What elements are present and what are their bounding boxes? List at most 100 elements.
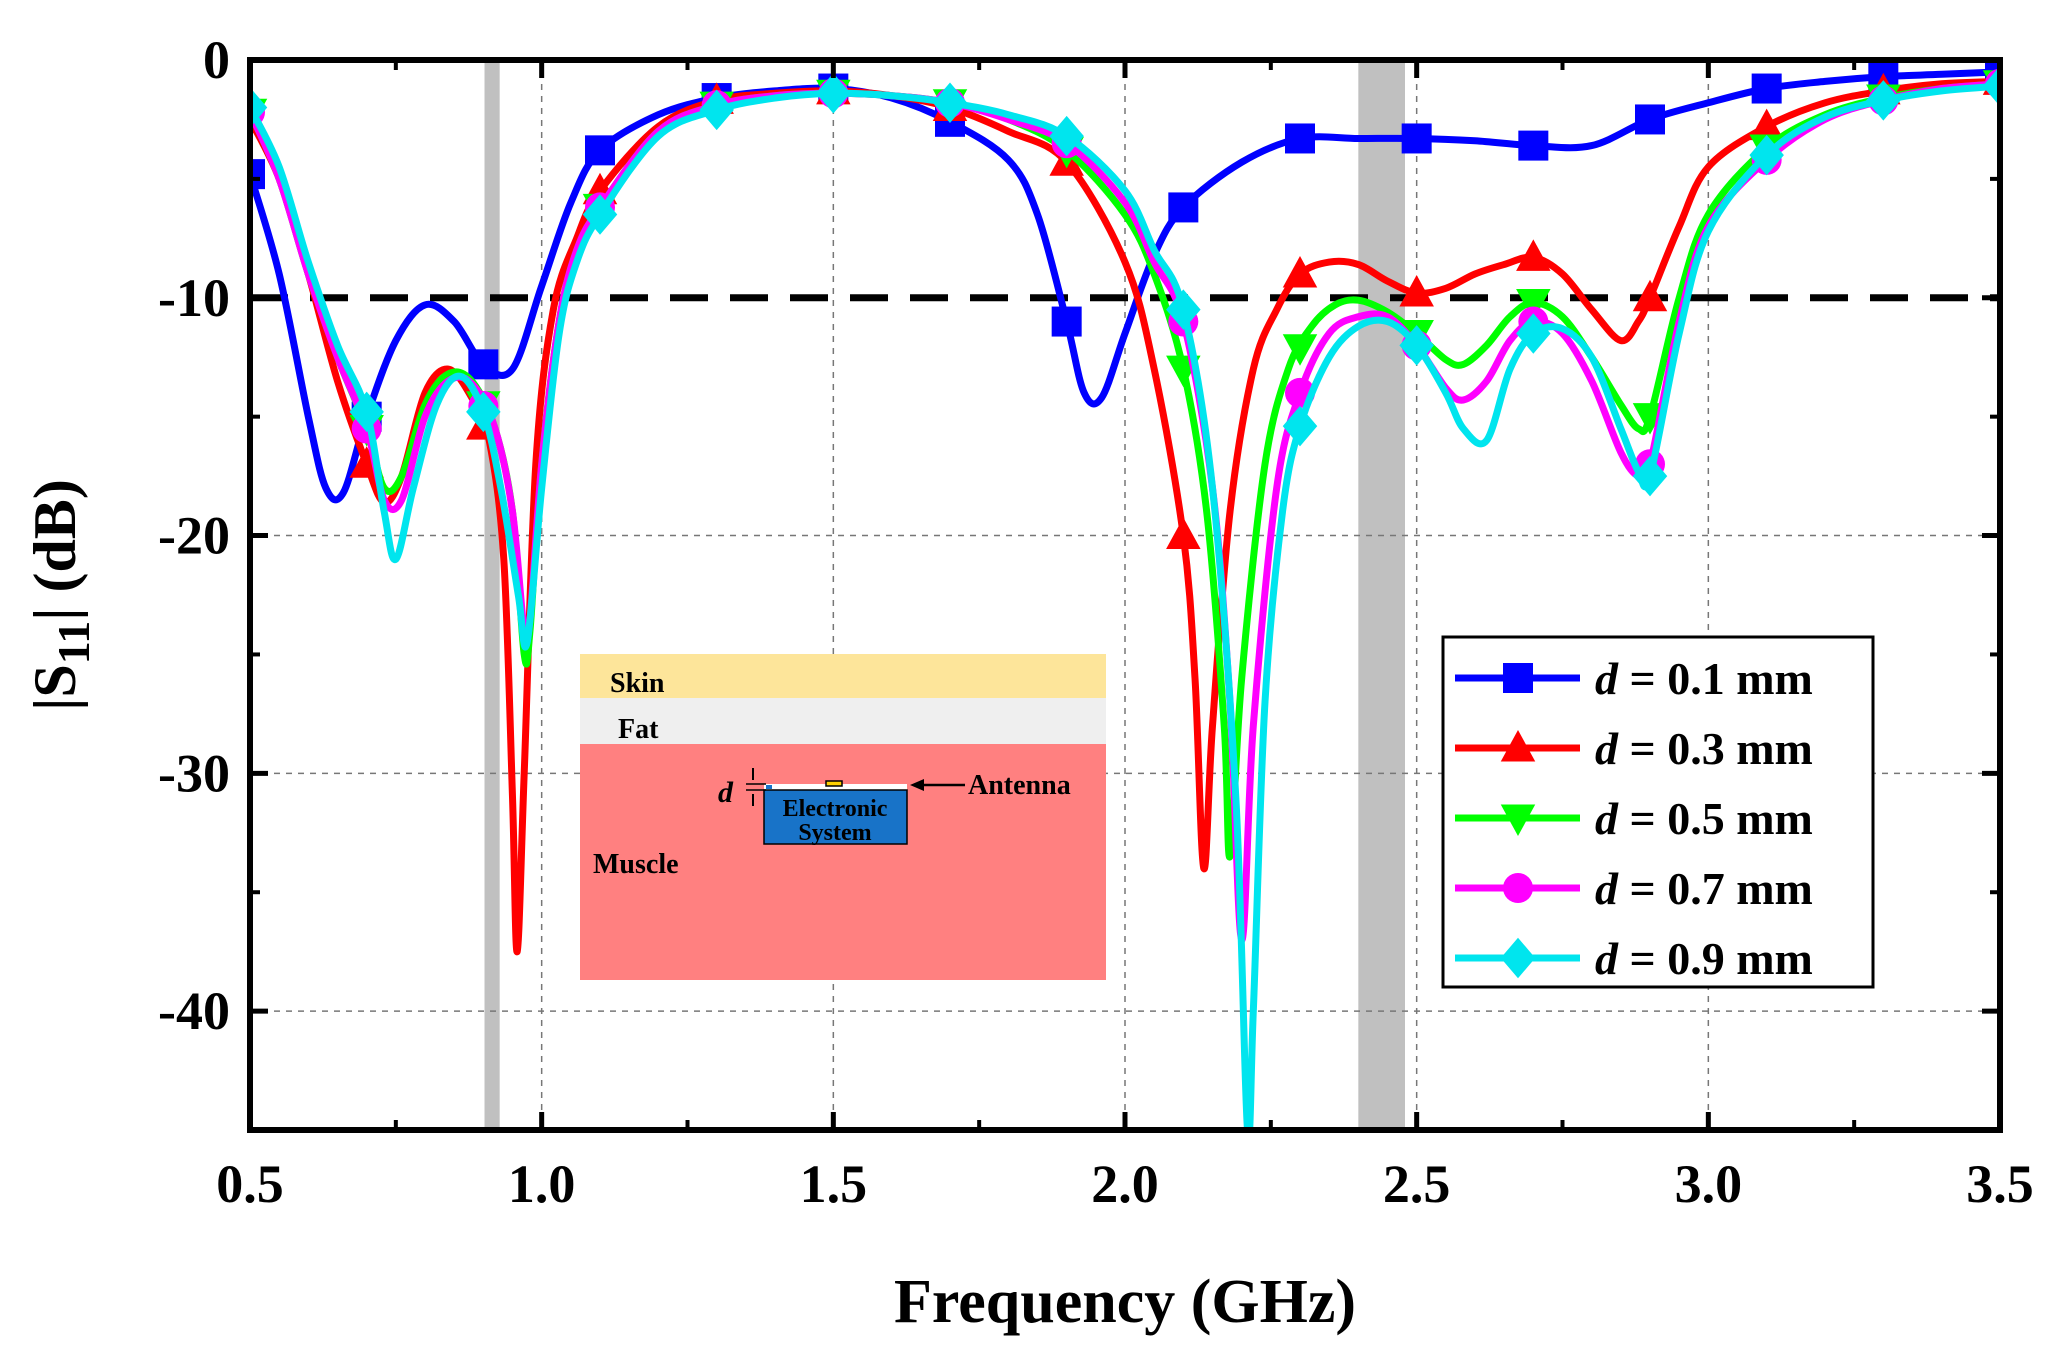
- x-tick-label: 0.5: [216, 1154, 284, 1214]
- tissue-model-inset: Skin Fat Muscle Electronic System d Ante…: [580, 654, 1106, 980]
- series-d-0-9-mm: [250, 65, 2000, 1130]
- data-marker-d-0-9-mm: [1049, 115, 1084, 157]
- data-marker-d-0-9-mm: [932, 82, 968, 124]
- legend-swatch-marker: [1500, 804, 1536, 836]
- legend-label-variable: d: [1595, 793, 1619, 844]
- legend-entry-d-0-7-mm: d = 0.7 mm: [1455, 863, 1813, 914]
- data-marker-d-0-9-mm: [1749, 134, 1784, 176]
- data-marker-d-0-9-mm: [466, 391, 501, 433]
- data-marker-d-0-9-mm: [1866, 80, 1901, 121]
- y-axis-title: |S11| (dB): [22, 479, 99, 711]
- y-axis-title-suffix: | (dB): [22, 479, 88, 621]
- data-marker-d-0-1-mm: [1051, 306, 1082, 337]
- data-marker-d-0-1-mm: [1285, 123, 1315, 154]
- y-tick-label: -30: [158, 743, 230, 803]
- antenna-label: Antenna: [968, 770, 1071, 801]
- legend-label: d = 0.5 mm: [1595, 793, 1813, 844]
- legend-label-variable: d: [1595, 863, 1619, 914]
- axis-ticks: 0.5 1.0 1.5 2.0 2.5 3.0 3.5 0 -10 -20 -30 -40: [158, 30, 2034, 1214]
- series-line-d-0-1-mm: [250, 68, 2000, 504]
- shaded-band-2: [1358, 60, 1405, 1130]
- legend-label-value: = 0.9 mm: [1618, 933, 1813, 984]
- antenna-feed-mark: [766, 785, 772, 789]
- data-marker-d-0-3-mm: [1166, 517, 1201, 550]
- skin-layer: [580, 654, 1106, 698]
- data-marker-d-0-3-mm: [1282, 256, 1318, 288]
- y-axis-title-prefix: |S: [22, 664, 88, 711]
- data-marker-d-0-3-mm: [1632, 279, 1668, 312]
- data-marker-d-0-9-mm: [699, 89, 734, 131]
- legend-swatch-marker: [1503, 873, 1533, 903]
- data-marker-d-0-9-mm: [1399, 325, 1434, 366]
- legend-label-value: = 0.7 mm: [1618, 863, 1813, 914]
- data-marker-d-0-9-mm: [816, 73, 851, 114]
- data-marker-d-0-1-mm: [250, 159, 265, 190]
- legend-label-value: = 0.5 mm: [1618, 793, 1813, 844]
- data-marker-d-0-1-mm: [1751, 73, 1782, 104]
- x-tick-label: 1.0: [508, 1154, 576, 1214]
- shaded-bands: [484, 60, 1405, 1130]
- x-axis-title: Frequency (GHz): [894, 1268, 1356, 1336]
- data-marker-d-0-9-mm: [1516, 313, 1551, 354]
- y-axis-title-subscript: 11: [48, 621, 99, 664]
- legend-entry-d-0-3-mm: d = 0.3 mm: [1455, 723, 1813, 774]
- data-marker-d-0-9-mm: [1982, 65, 2000, 107]
- y-tick-label: -10: [158, 268, 230, 328]
- legend-swatch-marker: [1503, 663, 1533, 693]
- data-marker-d-0-9-mm: [250, 87, 268, 128]
- data-marker-d-0-5-mm: [1516, 289, 1551, 321]
- data-marker-d-0-9-mm: [1632, 455, 1668, 497]
- data-marker-d-0-3-mm: [1749, 108, 1784, 141]
- data-marker-d-0-9-mm: [582, 194, 618, 235]
- legend-label: d = 0.9 mm: [1595, 933, 1813, 984]
- x-tick-label: 2.0: [1091, 1154, 1159, 1214]
- antenna-substrate: [764, 784, 907, 790]
- fat-label: Fat: [618, 714, 659, 745]
- legend-entry-d-0-9-mm: d = 0.9 mm: [1455, 933, 1813, 984]
- legend-label: d = 0.1 mm: [1595, 653, 1813, 704]
- legend-label: d = 0.7 mm: [1595, 863, 1813, 914]
- data-marker-d-0-9-mm: [349, 391, 384, 433]
- electronic-system-box: [763, 789, 908, 845]
- muscle-label: Muscle: [593, 849, 679, 880]
- legend-label-variable: d: [1595, 933, 1619, 984]
- data-marker-d-0-9-mm: [1282, 405, 1318, 447]
- x-tick-label: 1.5: [800, 1154, 868, 1214]
- data-marker-d-0-1-mm: [585, 135, 615, 166]
- legend-label-variable: d: [1595, 723, 1619, 774]
- legend-entry-d-0-1-mm: d = 0.1 mm: [1455, 653, 1813, 704]
- x-tick-label: 2.5: [1383, 1154, 1451, 1214]
- data-marker-d-0-1-mm: [1168, 192, 1199, 223]
- x-tick-label: 3.5: [1966, 1154, 2034, 1214]
- legend-label-variable: d: [1595, 653, 1619, 704]
- muscle-layer: [580, 744, 1106, 980]
- legend-swatch-marker: [1500, 730, 1536, 762]
- series-group: [250, 60, 2000, 1130]
- legend: d = 0.1 mmd = 0.3 mmd = 0.5 mmd = 0.7 mm…: [1441, 635, 1875, 989]
- y-tick-label: -20: [158, 506, 230, 566]
- y-tick-label: -40: [158, 981, 230, 1041]
- system-label: System: [798, 820, 871, 846]
- shaded-band-1: [484, 60, 500, 1130]
- data-marker-d-0-1-mm: [1518, 130, 1549, 161]
- legend-label-value: = 0.3 mm: [1618, 723, 1813, 774]
- data-marker-d-0-9-mm: [1166, 289, 1201, 330]
- legend-entry-d-0-5-mm: d = 0.5 mm: [1455, 793, 1813, 844]
- data-marker-d-0-1-mm: [1401, 123, 1432, 154]
- data-marker-d-0-1-mm: [468, 349, 499, 380]
- antenna-pointer-arrowhead: [910, 779, 924, 791]
- data-marker-d-0-3-mm: [1516, 239, 1551, 271]
- y-tick-label: 0: [203, 30, 230, 90]
- legend-label-value: = 0.1 mm: [1618, 653, 1813, 704]
- fat-layer: [580, 698, 1106, 744]
- electronic-label: Electronic: [783, 796, 888, 822]
- data-marker-d-0-5-mm: [1282, 334, 1318, 366]
- skin-label: Skin: [610, 668, 665, 699]
- data-marker-d-0-3-mm: [1399, 275, 1434, 307]
- legend-swatch-marker: [1500, 937, 1536, 979]
- x-tick-label: 3.0: [1675, 1154, 1743, 1214]
- legend-label: d = 0.3 mm: [1595, 723, 1813, 774]
- data-marker-d-0-1-mm: [1635, 104, 1665, 135]
- antenna-chip: [825, 780, 843, 787]
